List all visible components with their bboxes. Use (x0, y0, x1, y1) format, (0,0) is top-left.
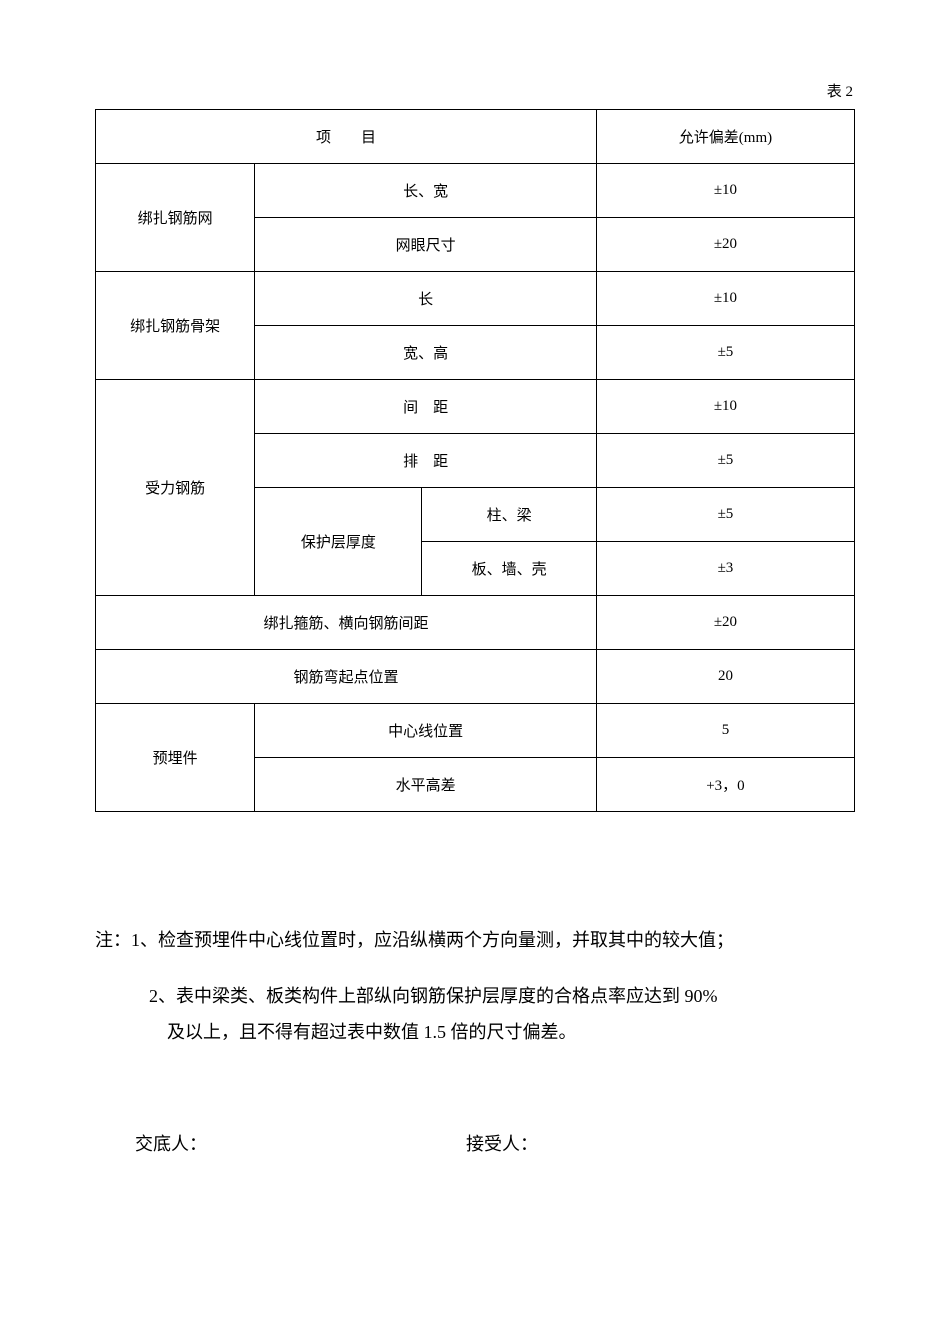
cell-category: 绑扎箍筋、横向钢筋间距 (96, 596, 597, 650)
cell-value: ±20 (596, 218, 854, 272)
cell-item: 中心线位置 (255, 704, 597, 758)
table-row: 绑扎钢筋网 长、宽 ±10 (96, 164, 855, 218)
cell-item: 长、宽 (255, 164, 597, 218)
cell-category: 受力钢筋 (96, 380, 255, 596)
cell-item: 网眼尺寸 (255, 218, 597, 272)
cell-value: ±3 (596, 542, 854, 596)
header-tolerance: 允许偏差(mm) (596, 110, 854, 164)
cell-item: 水平高差 (255, 758, 597, 812)
cell-category: 预埋件 (96, 704, 255, 812)
cell-value: 20 (596, 650, 854, 704)
cell-item: 柱、梁 (422, 488, 597, 542)
notes-section: 注：1、检查预埋件中心线位置时，应沿纵横两个方向量测，并取其中的较大值； 2、表… (95, 922, 855, 1050)
cell-category: 绑扎钢筋网 (96, 164, 255, 272)
table-row: 受力钢筋 间 距 ±10 (96, 380, 855, 434)
cell-value: ±5 (596, 434, 854, 488)
cell-item: 排 距 (255, 434, 597, 488)
cell-value: ±10 (596, 380, 854, 434)
cell-value: 5 (596, 704, 854, 758)
signatures-section: 交底人： 接受人： (95, 1130, 855, 1156)
signature-submitter: 交底人： (135, 1130, 207, 1156)
cell-value: +3，0 (596, 758, 854, 812)
cell-item: 长 (255, 272, 597, 326)
table-header-row: 项 目 允许偏差(mm) (96, 110, 855, 164)
signature-receiver: 接受人： (466, 1130, 538, 1156)
cell-subcategory: 保护层厚度 (255, 488, 422, 596)
cell-item: 间 距 (255, 380, 597, 434)
table-row: 绑扎箍筋、横向钢筋间距 ±20 (96, 596, 855, 650)
tolerance-table: 项 目 允许偏差(mm) 绑扎钢筋网 长、宽 ±10 网眼尺寸 ±20 绑扎钢筋… (95, 109, 855, 812)
cell-value: ±10 (596, 164, 854, 218)
cell-value: ±10 (596, 272, 854, 326)
table-number-label: 表 2 (95, 80, 855, 101)
cell-category: 钢筋弯起点位置 (96, 650, 597, 704)
cell-category: 绑扎钢筋骨架 (96, 272, 255, 380)
cell-value: ±20 (596, 596, 854, 650)
table-row: 绑扎钢筋骨架 长 ±10 (96, 272, 855, 326)
cell-item: 宽、高 (255, 326, 597, 380)
cell-value: ±5 (596, 326, 854, 380)
note-2-line1: 2、表中梁类、板类构件上部纵向钢筋保护层厚度的合格点率应达到 90% (113, 978, 855, 1014)
note-1: 注：1、检查预埋件中心线位置时，应沿纵横两个方向量测，并取其中的较大值； (95, 922, 855, 958)
table-row: 预埋件 中心线位置 5 (96, 704, 855, 758)
cell-item: 板、墙、壳 (422, 542, 597, 596)
header-project: 项 目 (96, 110, 597, 164)
cell-value: ±5 (596, 488, 854, 542)
note-2-line2: 及以上，且不得有超过表中数值 1.5 倍的尺寸偏差。 (95, 1014, 855, 1050)
table-row: 钢筋弯起点位置 20 (96, 650, 855, 704)
